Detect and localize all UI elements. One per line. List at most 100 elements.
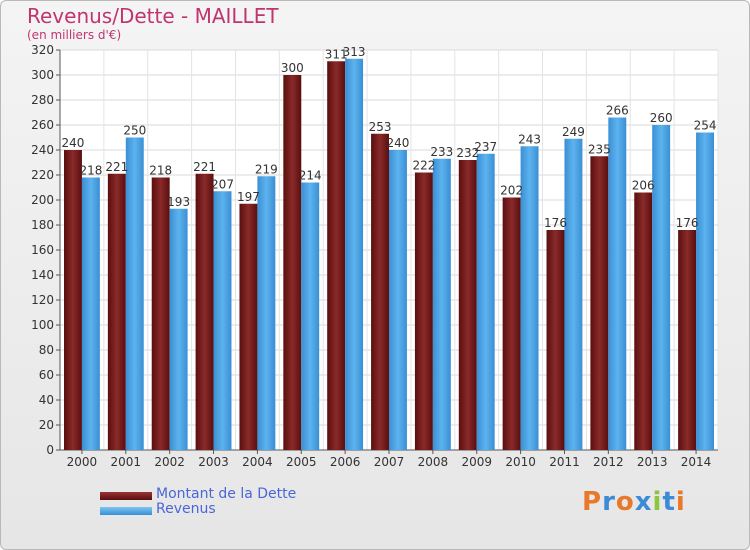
bar-dette-2012	[590, 156, 609, 450]
data-label-dette-2004: 197	[237, 190, 260, 204]
y-tick-label: 260	[31, 118, 54, 132]
data-label-revenus-2003: 207	[211, 177, 234, 191]
bar-dette-2007	[371, 133, 389, 450]
data-label-revenus-2002: 193	[167, 195, 190, 209]
data-label-dette-2000: 240	[62, 136, 85, 150]
x-tick-label: 2013	[637, 455, 668, 469]
bar-dette-2006	[327, 61, 346, 450]
y-tick-label: 320	[31, 43, 54, 57]
bar-revenus-2013	[652, 125, 671, 450]
data-label-revenus-2005: 214	[299, 169, 322, 183]
data-label-revenus-2009: 237	[474, 140, 497, 154]
bar-revenus-2004	[257, 176, 276, 450]
bar-revenus-2002	[169, 208, 188, 450]
data-label-revenus-2006: 313	[343, 45, 366, 59]
bar-dette-2001	[107, 173, 126, 450]
y-tick-label: 100	[31, 318, 54, 332]
y-tick-label: 220	[31, 168, 54, 182]
bar-dette-2013	[634, 192, 653, 450]
data-label-dette-2014: 176	[676, 216, 699, 230]
data-label-revenus-2007: 240	[387, 136, 410, 150]
bar-revenus-2007	[389, 150, 407, 450]
data-label-dette-2002: 218	[149, 164, 172, 178]
y-tick-label: 120	[31, 293, 54, 307]
bar-dette-2010	[502, 197, 521, 450]
x-tick-label: 2011	[549, 455, 580, 469]
bar-dette-2002	[151, 177, 170, 450]
y-tick-label: 0	[46, 443, 54, 457]
x-tick-label: 2005	[286, 455, 317, 469]
x-tick-label: 2007	[374, 455, 405, 469]
data-label-revenus-2010: 243	[518, 132, 541, 146]
data-label-dette-2012: 235	[588, 142, 611, 156]
bar-dette-2004	[239, 203, 258, 450]
y-tick-label: 20	[39, 418, 54, 432]
data-label-revenus-2000: 218	[79, 164, 102, 178]
bar-dette-2003	[195, 173, 214, 450]
x-tick-label: 2004	[242, 455, 273, 469]
bar-revenus-2001	[125, 137, 144, 450]
chart-title: Revenus/Dette - MAILLET	[27, 4, 279, 28]
data-label-dette-2010: 202	[500, 184, 523, 198]
bar-dette-2005	[283, 75, 302, 450]
bar-dette-2008	[414, 172, 433, 450]
y-tick-label: 80	[39, 343, 54, 357]
x-tick-label: 2014	[681, 455, 712, 469]
data-label-dette-2009: 232	[456, 146, 479, 160]
y-tick-label: 40	[39, 393, 54, 407]
bar-revenus-2003	[213, 191, 232, 450]
x-tick-label: 2006	[330, 455, 361, 469]
data-label-revenus-2012: 266	[606, 104, 629, 118]
bar-dette-2000	[64, 150, 82, 450]
bar-revenus-2012	[608, 117, 627, 450]
legend-label-revenus: Revenus	[156, 501, 216, 517]
data-label-revenus-2011: 249	[562, 125, 585, 139]
bar-revenus-2009	[476, 153, 495, 450]
data-label-revenus-2001: 250	[123, 124, 146, 138]
data-label-dette-2013: 206	[632, 179, 655, 193]
x-tick-label: 2012	[593, 455, 624, 469]
legend-label-dette: Montant de la Dette	[156, 486, 297, 502]
y-tick-label: 280	[31, 93, 54, 107]
bar-revenus-2000	[81, 177, 100, 450]
x-tick-label: 2000	[67, 455, 98, 469]
y-tick-label: 200	[31, 193, 54, 207]
data-label-revenus-2008: 233	[430, 145, 453, 159]
bar-dette-2011	[546, 230, 565, 450]
data-label-dette-2007: 253	[369, 120, 392, 134]
data-label-dette-2001: 221	[105, 160, 128, 174]
y-tick-label: 300	[31, 68, 54, 82]
x-tick-label: 2008	[418, 455, 449, 469]
x-tick-label: 2003	[198, 455, 229, 469]
x-tick-label: 2002	[154, 455, 185, 469]
bar-revenus-2006	[345, 58, 364, 450]
y-tick-label: 60	[39, 368, 54, 382]
y-tick-label: 240	[31, 143, 54, 157]
bar-revenus-2011	[564, 138, 583, 450]
y-tick-label: 160	[31, 243, 54, 257]
bar-revenus-2005	[301, 182, 320, 450]
x-tick-label: 2001	[111, 455, 142, 469]
legend-swatch-revenus	[100, 507, 152, 515]
data-label-dette-2008: 222	[412, 159, 435, 173]
x-tick-label: 2009	[461, 455, 492, 469]
data-label-dette-2003: 221	[193, 160, 216, 174]
chart-subtitle: (en milliers d'€)	[27, 28, 122, 42]
bar-revenus-2014	[696, 132, 714, 450]
data-label-dette-2011: 176	[544, 216, 567, 230]
bar-revenus-2010	[520, 146, 539, 450]
bar-dette-2009	[458, 160, 477, 450]
legend-swatch-dette	[100, 492, 152, 500]
proxiti-logo: Proxiti	[582, 487, 686, 517]
bar-revenus-2008	[432, 158, 451, 450]
data-label-revenus-2004: 219	[255, 162, 278, 176]
y-tick-label: 140	[31, 268, 54, 282]
bar-dette-2014	[678, 230, 697, 450]
x-tick-label: 2010	[505, 455, 536, 469]
data-label-dette-2006: 311	[325, 47, 348, 61]
y-tick-label: 180	[31, 218, 54, 232]
data-label-revenus-2014: 254	[694, 119, 717, 133]
data-label-revenus-2013: 260	[650, 111, 673, 125]
data-label-dette-2005: 300	[281, 61, 304, 75]
